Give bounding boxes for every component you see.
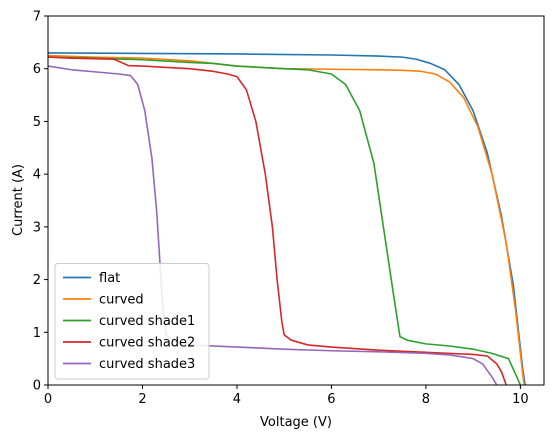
y-tick-label-1: 1: [33, 326, 41, 341]
x-tick-label-0: 0: [44, 392, 52, 407]
series-line-3: [47, 56, 507, 386]
legend-entry-4: curved shade3: [99, 357, 195, 372]
x-tick-label-1: 2: [138, 392, 146, 407]
legend-box: [54, 263, 210, 380]
y-tick-label-3: 3: [33, 220, 41, 235]
plot-frame: [47, 15, 545, 386]
legend-entry-3: curved shade2: [99, 336, 195, 351]
x-axis-ticks: 0 2 4 6 8 10: [44, 385, 529, 407]
series-line-1: [47, 54, 525, 386]
x-axis-label: Voltage (V): [260, 415, 332, 430]
y-tick-label-2: 2: [33, 273, 41, 288]
y-tick-label-7: 7: [33, 10, 41, 25]
y-tick-label-4: 4: [33, 168, 41, 183]
y-tick-label-0: 0: [33, 379, 41, 394]
y-axis-label: Current (A): [11, 164, 26, 236]
x-tick-label-2: 4: [233, 392, 241, 407]
y-tick-label-6: 6: [33, 62, 41, 77]
legend: flat curved curved shade1 curved shade2 curv…: [54, 263, 210, 380]
series-layer: [47, 52, 526, 386]
y-axis-ticks: 0 1 2 3 4 5 6 7: [33, 10, 48, 394]
series-line-2: [47, 56, 522, 386]
legend-entry-1: curved: [99, 293, 144, 308]
x-tick-label-3: 6: [327, 392, 335, 407]
y-tick-label-5: 5: [33, 115, 41, 130]
legend-entry-2: curved shade1: [99, 314, 195, 329]
x-tick-label-4: 8: [422, 392, 430, 407]
x-tick-label-5: 10: [512, 392, 529, 407]
legend-entry-0: flat: [99, 271, 120, 286]
